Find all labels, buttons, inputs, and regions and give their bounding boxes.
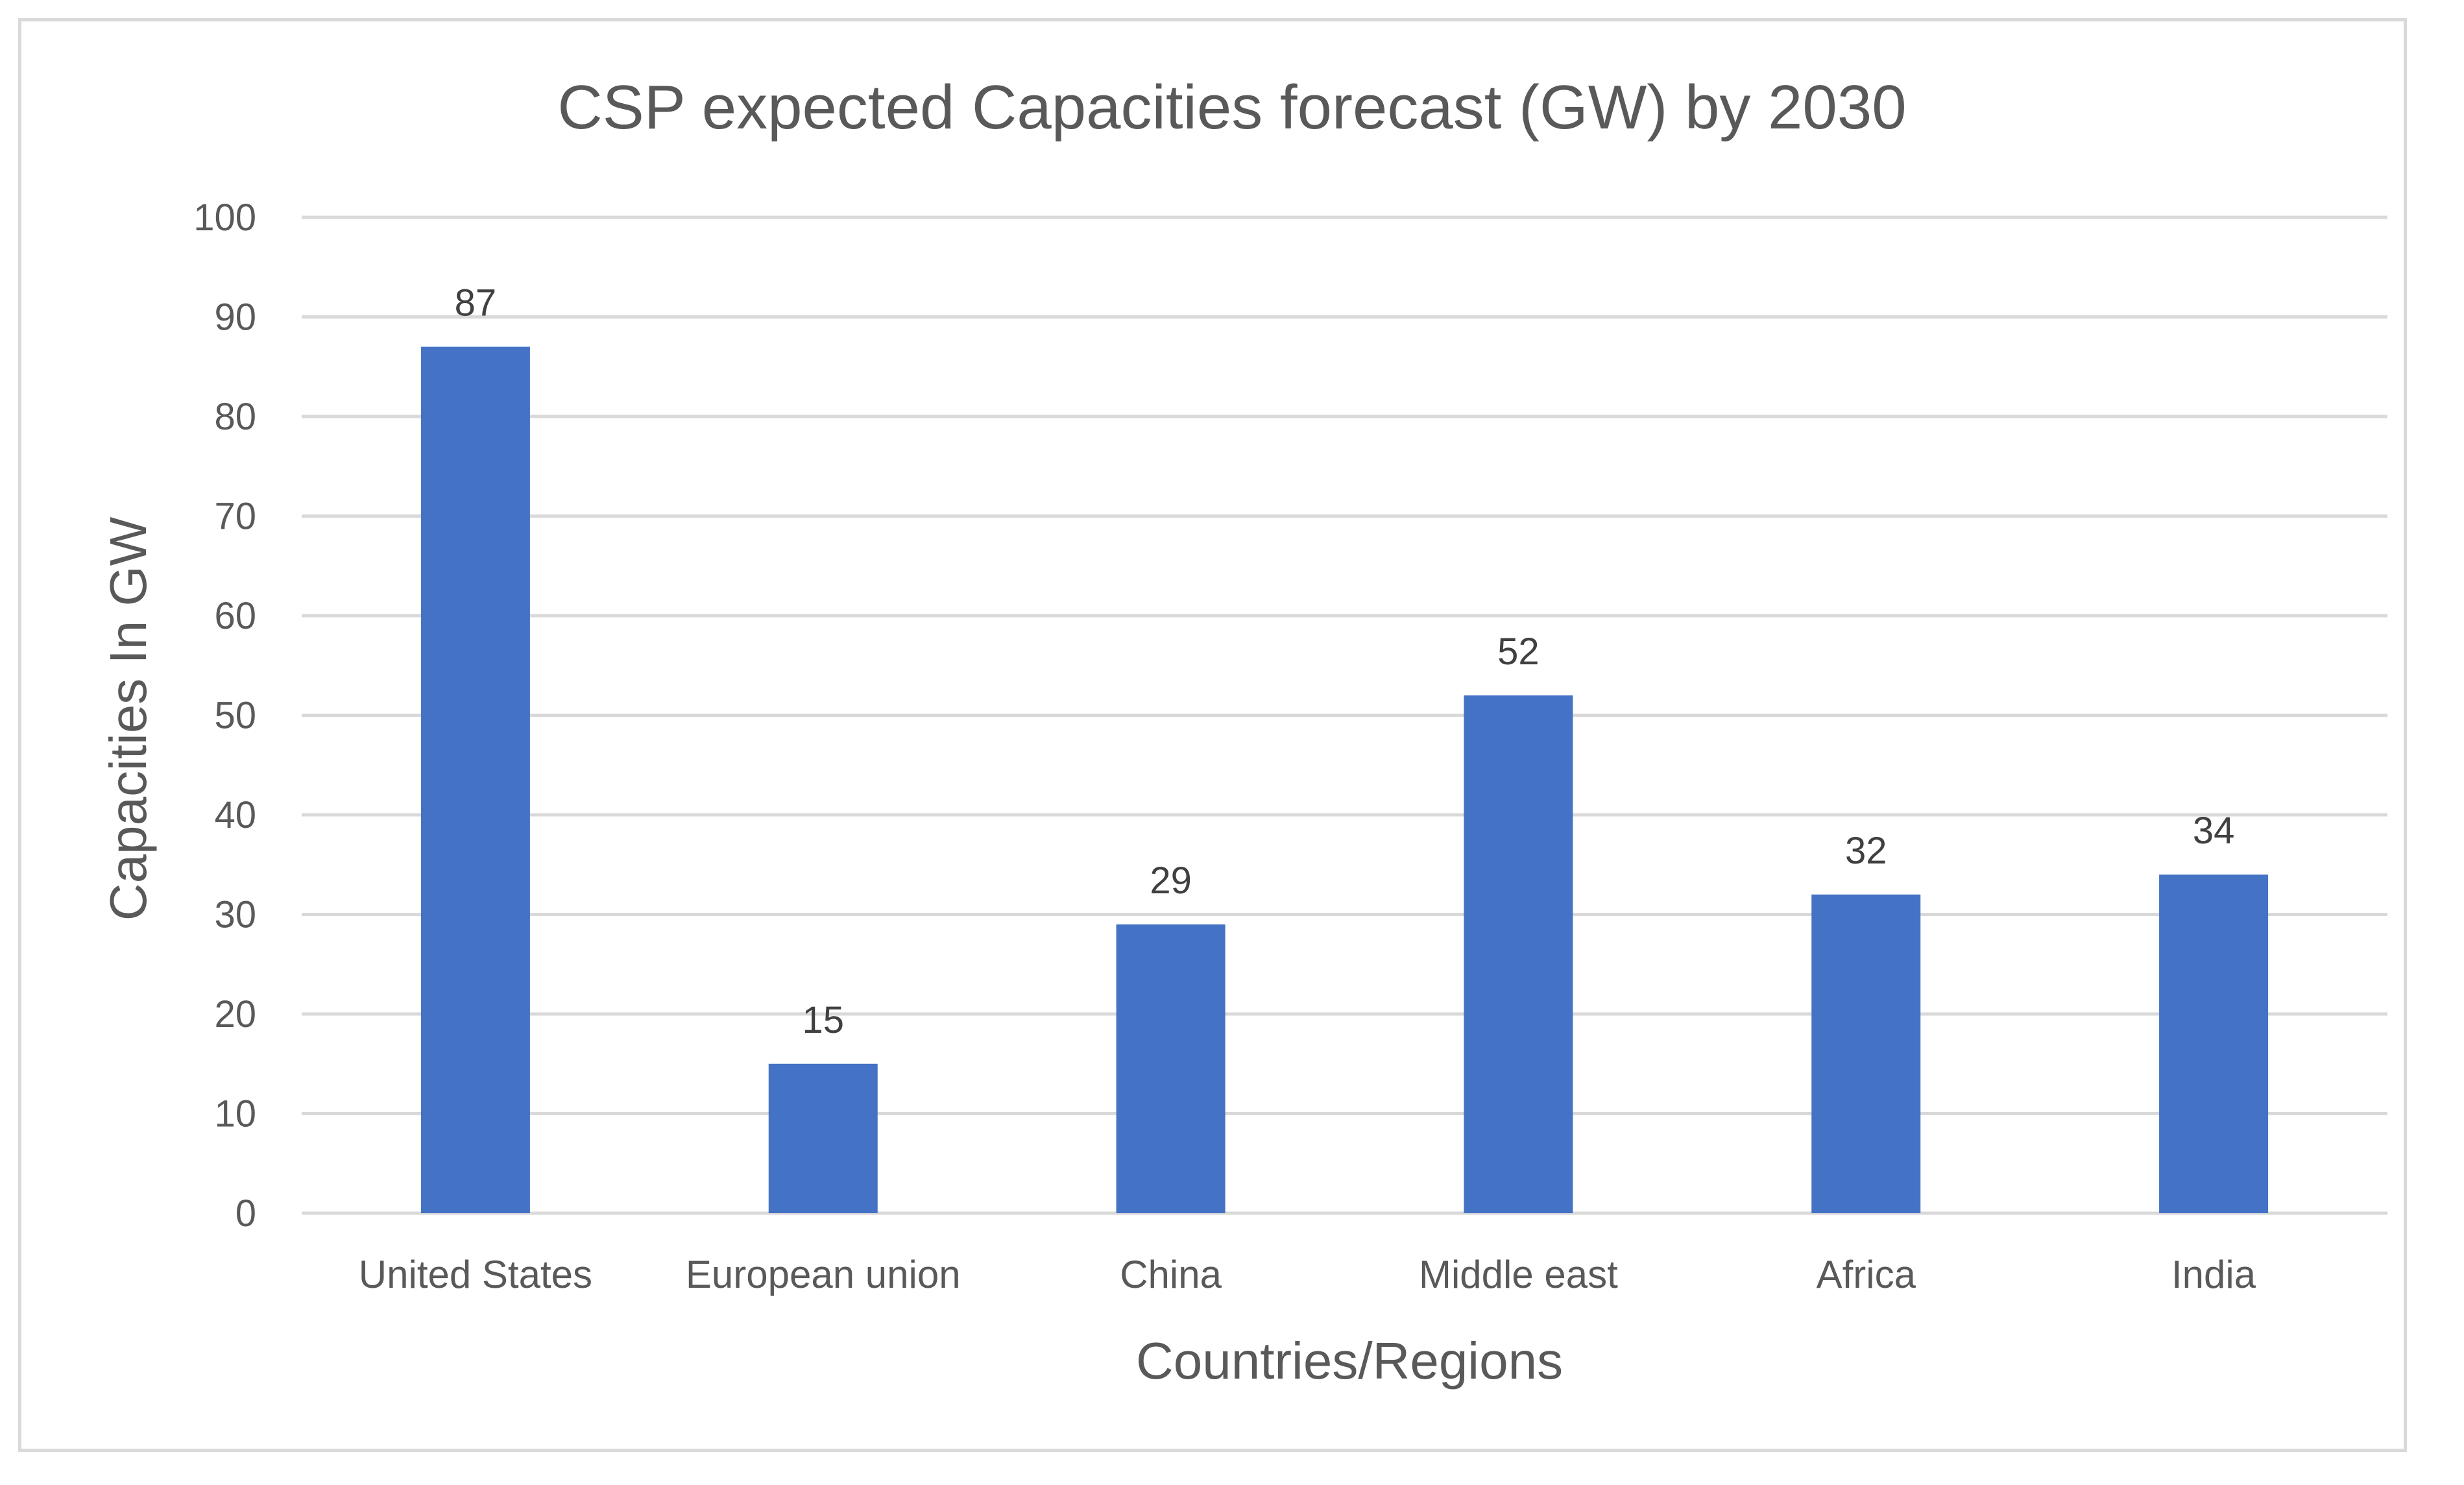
data-label: 52 — [1497, 631, 1540, 673]
x-tick-label: Africa — [1817, 1253, 1916, 1296]
y-tick-label: 40 — [214, 794, 256, 836]
y-tick-label: 70 — [214, 496, 256, 538]
y-axis-title: Capacities In GW — [99, 516, 157, 921]
x-tick-label: India — [2171, 1253, 2256, 1296]
gridlines — [302, 215, 2387, 1215]
bar-united-states — [420, 346, 530, 1213]
bar-european-union — [768, 1063, 878, 1213]
bar-middle-east — [1464, 695, 1573, 1213]
y-tick-label: 60 — [214, 595, 256, 637]
bars — [420, 346, 2269, 1213]
y-tick-label: 100 — [193, 197, 256, 239]
chart-title: CSP expected Capacities forecast (GW) by… — [557, 73, 1906, 142]
y-tick-label: 30 — [214, 894, 256, 936]
y-tick-label: 50 — [214, 695, 256, 737]
data-label: 34 — [2193, 810, 2235, 852]
data-labels: 87 15 29 52 32 34 — [455, 282, 2235, 1041]
data-label: 32 — [1845, 830, 1887, 872]
y-tick-label: 10 — [214, 1093, 256, 1135]
x-tick-label: Middle east — [1419, 1253, 1618, 1296]
y-tick-label: 0 — [236, 1192, 256, 1235]
x-tick-label: European union — [686, 1253, 961, 1296]
y-axis-ticks: 0 10 20 30 40 50 60 70 80 90 100 — [193, 197, 256, 1235]
y-tick-label: 80 — [214, 396, 256, 438]
bar-china — [1116, 924, 1226, 1213]
x-tick-label: United States — [359, 1253, 592, 1296]
data-label: 15 — [802, 999, 844, 1041]
bar-india — [2159, 875, 2269, 1213]
data-label: 29 — [1150, 860, 1192, 902]
data-label: 87 — [455, 282, 497, 324]
y-tick-label: 90 — [214, 296, 256, 339]
y-tick-label: 20 — [214, 993, 256, 1035]
x-axis-categories: United States European union China Middle e… — [359, 1253, 2256, 1296]
x-tick-label: China — [1120, 1253, 1222, 1296]
bar-africa — [1811, 894, 1921, 1213]
x-axis-title: Countries/Regions — [1136, 1332, 1563, 1390]
